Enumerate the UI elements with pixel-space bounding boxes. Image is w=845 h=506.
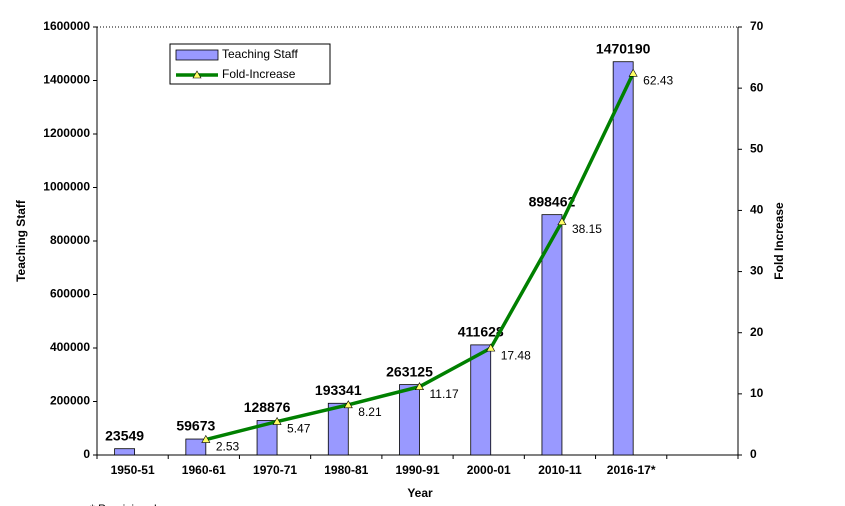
bar-value-label: 193341 [315, 382, 362, 398]
y2-axis-title: Fold Increase [772, 202, 786, 280]
bar-value-label: 23549 [105, 427, 144, 443]
bar-value-label: 411628 [458, 324, 504, 340]
x-tick-label: 1980-81 [324, 463, 368, 477]
line-marker [628, 68, 638, 77]
y-axis-title: Teaching Staff [14, 199, 28, 282]
x-tick-label: 2016-17* [607, 463, 656, 477]
y-tick-label: 1000000 [43, 180, 90, 194]
bar [541, 214, 563, 456]
line-value-label: 8.21 [358, 405, 382, 419]
bar [256, 420, 278, 456]
line-value-label: 2.53 [216, 440, 240, 454]
line-value-label: 5.47 [287, 422, 311, 436]
y2-tick-label: 0 [750, 447, 757, 461]
y-tick-label: 400000 [50, 340, 90, 354]
line-marker [486, 343, 496, 352]
y-tick-label: 1200000 [43, 126, 90, 140]
bar [114, 448, 136, 456]
line-value-label: 38.15 [572, 222, 602, 236]
line-marker [272, 416, 282, 425]
bar-value-label: 59673 [176, 418, 215, 434]
legend-label: Teaching Staff [222, 47, 298, 61]
y-tick-label: 200000 [50, 394, 90, 408]
x-tick-label: 1950-51 [111, 463, 155, 477]
x-tick-label: 1970-71 [253, 463, 297, 477]
x-axis-title: Year [407, 486, 433, 500]
bar-value-label: 1470190 [596, 40, 651, 56]
legend-swatch [175, 49, 219, 61]
y2-tick-label: 70 [750, 19, 764, 33]
line-marker [201, 434, 211, 443]
legend-marker [192, 70, 202, 79]
bar-value-label: 263125 [386, 363, 433, 379]
line-value-label: 17.48 [501, 348, 531, 362]
line-marker [343, 400, 353, 409]
x-tick-label: 1960-61 [182, 463, 226, 477]
line-value-label: 62.43 [643, 73, 673, 87]
bar [185, 438, 207, 456]
y2-tick-label: 60 [750, 80, 764, 94]
x-tick-label: 2000-01 [467, 463, 511, 477]
y2-tick-label: 10 [750, 386, 764, 400]
y2-tick-label: 30 [750, 264, 764, 278]
bar-value-label: 128876 [244, 399, 291, 415]
footnote: * Provisional [90, 502, 157, 506]
y-tick-label: 800000 [50, 233, 90, 247]
x-tick-label: 2010-11 [538, 463, 582, 477]
bar [327, 402, 349, 456]
y2-tick-label: 40 [750, 203, 764, 217]
x-tick-label: 1990-91 [395, 463, 439, 477]
bar [470, 344, 492, 456]
bar [612, 61, 634, 456]
y-tick-label: 1400000 [43, 73, 90, 87]
line-value-label: 11.17 [430, 387, 459, 401]
line-marker [557, 217, 567, 226]
y2-tick-label: 50 [750, 141, 764, 155]
legend-label: Fold-Increase [222, 67, 296, 81]
y-tick-label: 600000 [50, 287, 90, 301]
bar [399, 384, 420, 456]
y2-tick-label: 20 [750, 325, 764, 339]
y-tick-label: 0 [83, 447, 90, 461]
bar-value-label: 898462 [529, 193, 576, 209]
y-tick-label: 1600000 [43, 19, 90, 33]
line-marker [414, 382, 425, 391]
